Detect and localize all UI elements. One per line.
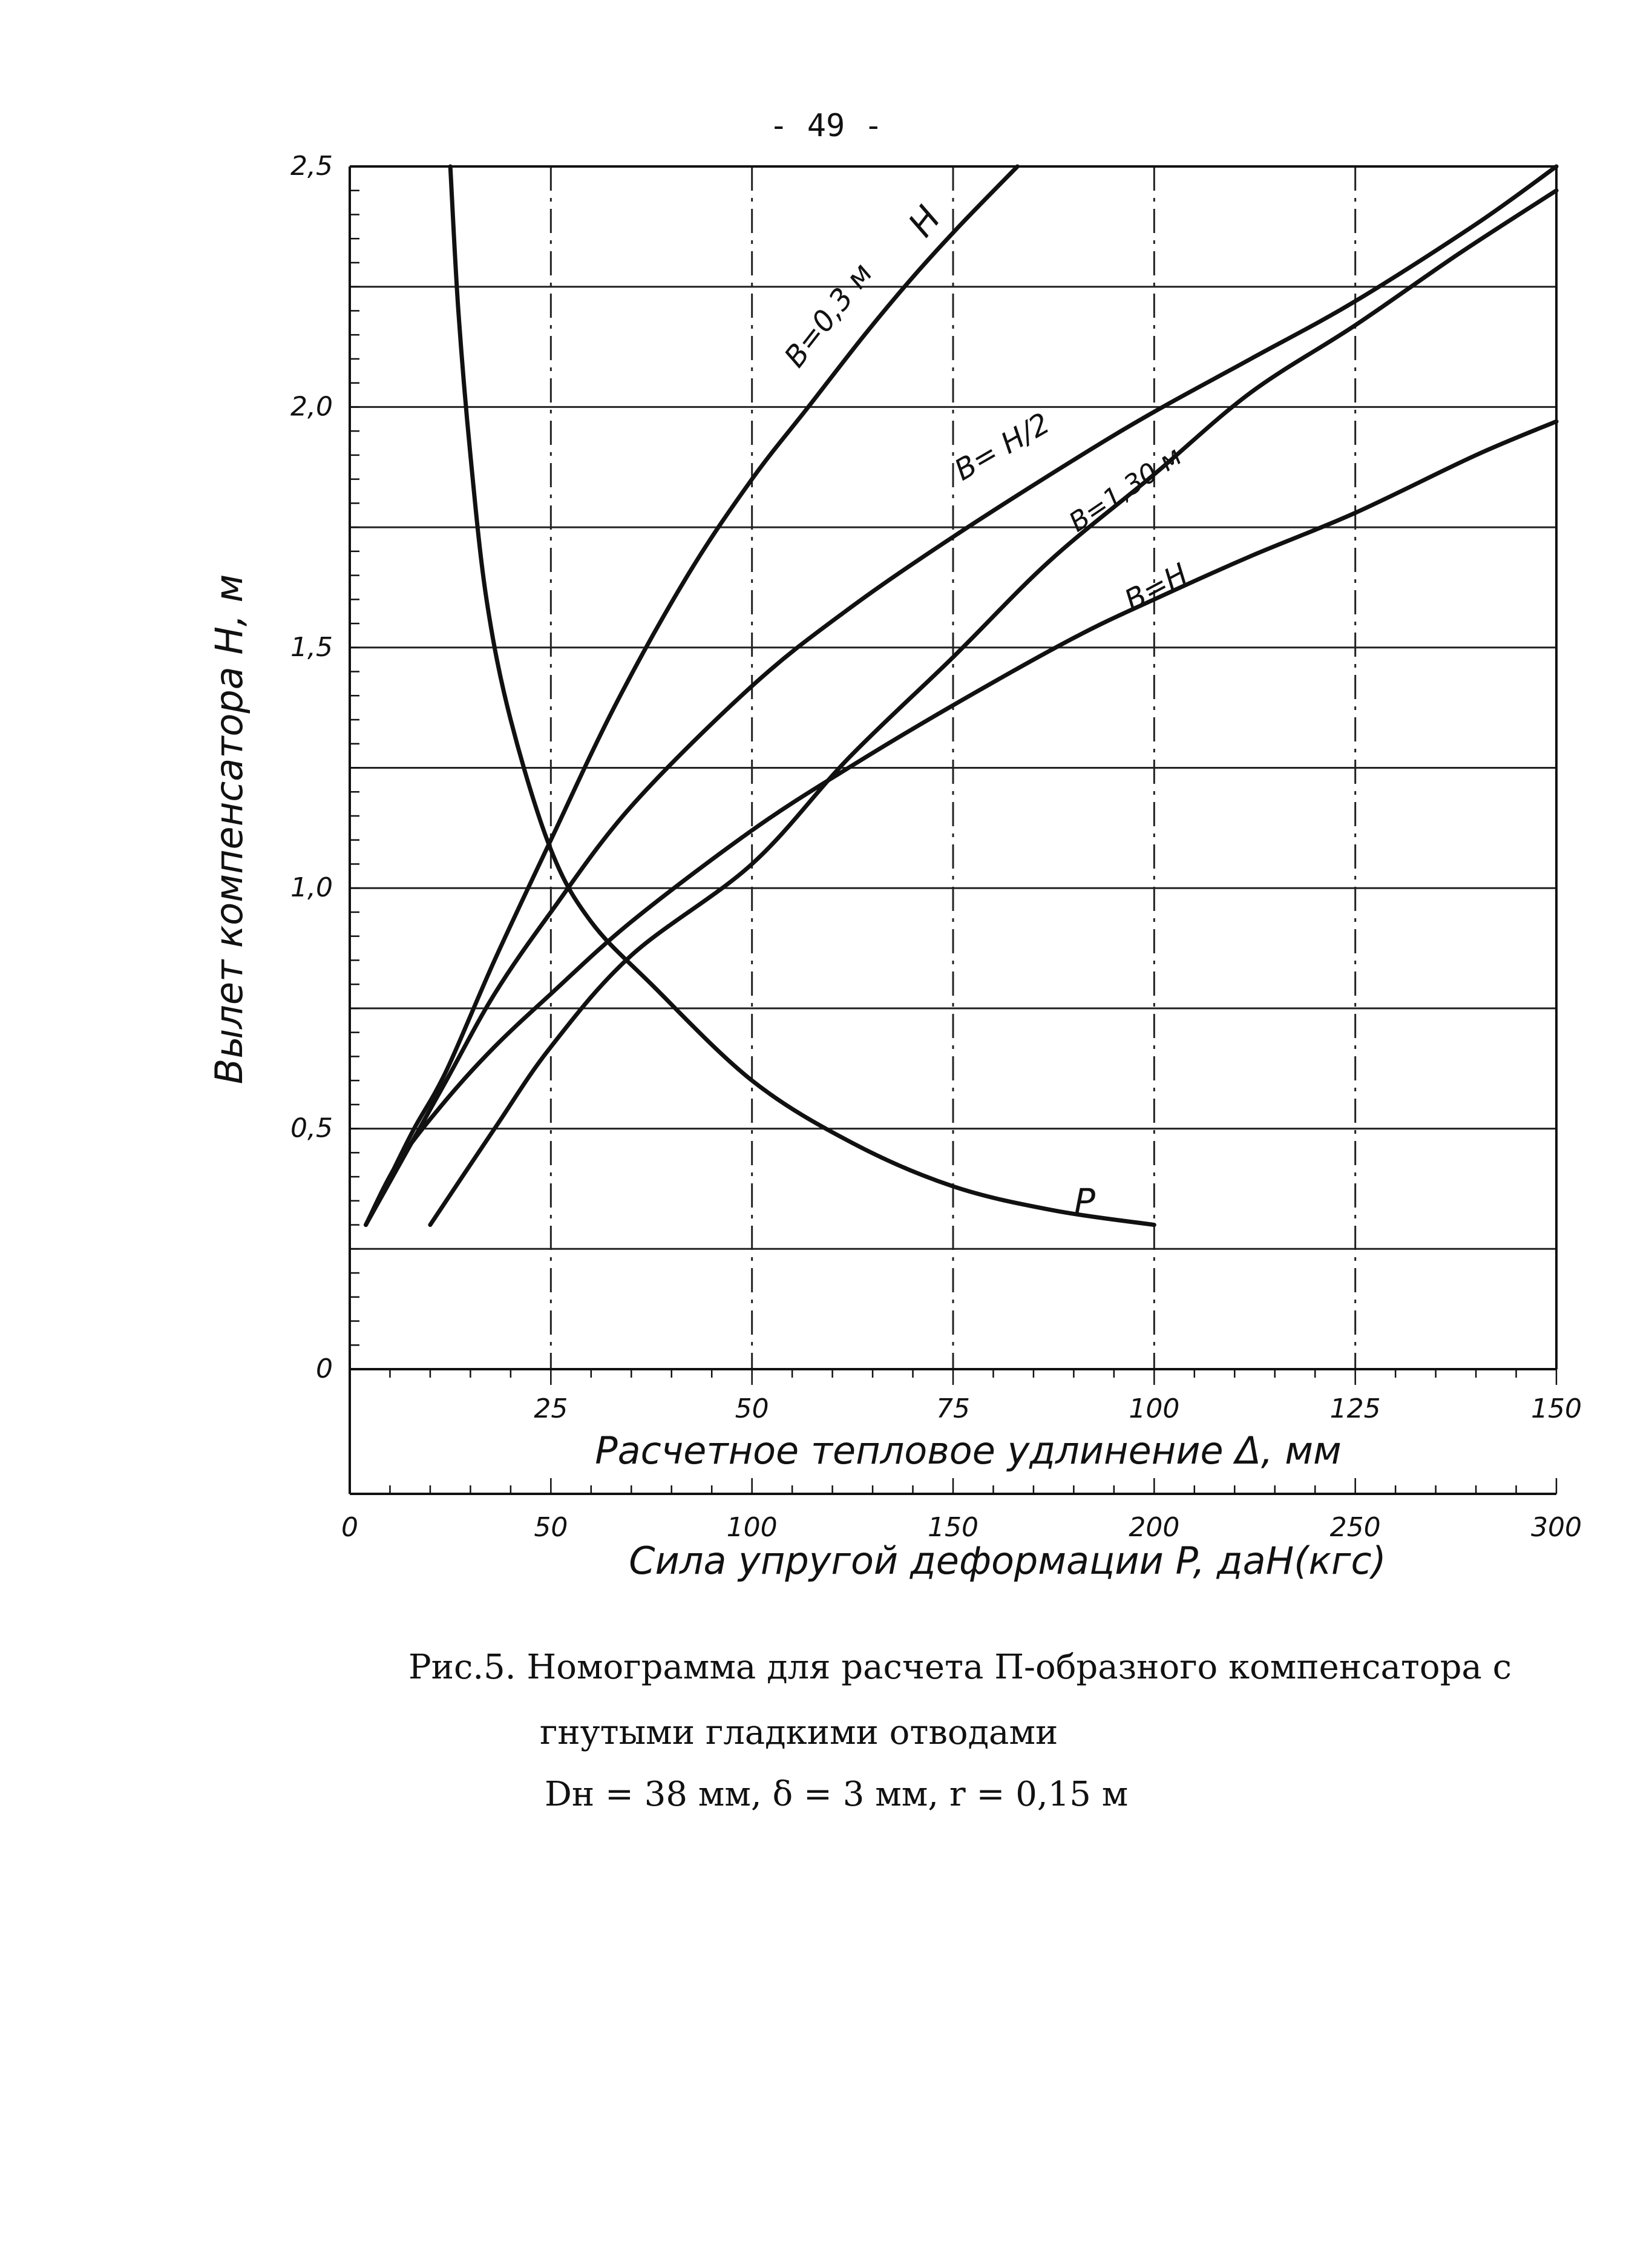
x2-tick-label: 250 [1330, 1512, 1381, 1543]
series-line-b-0-3- [364, 164, 1020, 1228]
series-line-b-1-30- [428, 188, 1559, 1228]
curve-label: B=0,3 м [778, 257, 879, 374]
y-tick-label: 2,0 [290, 391, 333, 422]
series-line-b-h [364, 419, 1559, 1228]
curve-labels: B=0,3 мHB= H/2 B=1,30 мB=HP [778, 198, 1193, 1222]
grid [350, 165, 1556, 1369]
x-axis-label: Расчетное тепловое удлинение Δ, мм [595, 1428, 1342, 1473]
y-tick-label: 0 [316, 1353, 333, 1384]
x2-tick-label: 300 [1531, 1512, 1582, 1543]
x2-tick-label: 200 [1129, 1512, 1179, 1543]
caption-line-2: гнутыми гладкими отводами [540, 1713, 1058, 1752]
caption-line-1: Рис.5. Номограмма для расчета П-образног… [408, 1648, 1512, 1687]
x2-axis-label: Сила упругой деформации P, даН(кгс) [629, 1539, 1386, 1583]
series-line-b-h-2 [364, 164, 1559, 1228]
series-line-p [448, 164, 1156, 1228]
curve-label: B=H [1119, 557, 1193, 618]
x2-tick-label: 100 [727, 1512, 778, 1543]
axes [349, 165, 1558, 1495]
y-axis-label: Вылет компенсатора H, м [207, 574, 251, 1084]
x2-tick-label: 50 [534, 1512, 568, 1543]
y-tick-label: 2,5 [290, 151, 333, 182]
series [364, 164, 1559, 1228]
x-tick-label: 25 [534, 1393, 568, 1424]
x-tick-label: 125 [1330, 1393, 1381, 1424]
x-tick-label: 75 [936, 1393, 970, 1424]
page-number: - 49 - [769, 108, 883, 144]
x-tick-label: 50 [735, 1393, 769, 1424]
x2-tick-label: 150 [928, 1512, 978, 1543]
y-tick-label: 1,0 [290, 872, 333, 903]
y-tick-label: 0,5 [290, 1113, 333, 1144]
curve-label: H [900, 198, 948, 244]
x2-tick-label: 0 [341, 1512, 358, 1543]
curve-label: P [1074, 1181, 1095, 1222]
x-tick-label: 150 [1531, 1393, 1582, 1424]
curve-label: B= H/2 [949, 406, 1055, 487]
tick-labels: 0 0,5 1,0 1,5 2,0 2,5 25 50 75 100 125 150 0 50 100 150… [290, 151, 1582, 1543]
y-tick-label: 1,5 [290, 632, 333, 663]
caption-line-3: Dн = 38 мм, δ = 3 мм, r = 0,15 м [545, 1775, 1129, 1814]
x-tick-label: 100 [1129, 1393, 1179, 1424]
